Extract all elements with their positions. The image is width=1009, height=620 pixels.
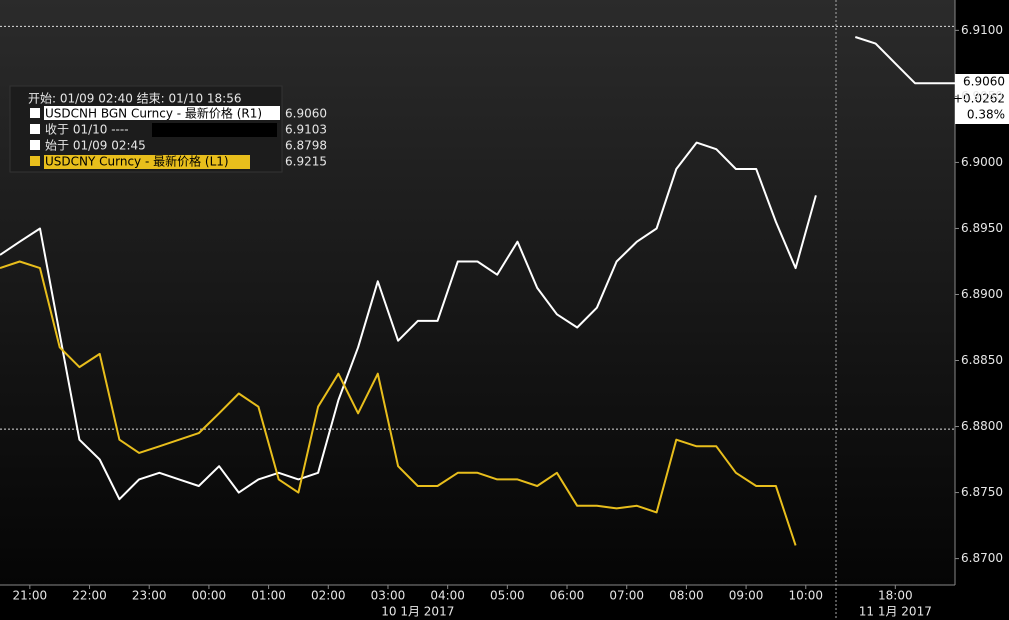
- legend-highlight: [44, 155, 250, 169]
- legend-mask: [152, 123, 277, 137]
- legend-stat-value: 6.9103: [285, 123, 327, 137]
- legend-swatch: [30, 108, 40, 118]
- series-line: [0, 36, 955, 501]
- x-tick-label: 22:00: [72, 589, 107, 603]
- legend-entry: USDCNH BGN Curncy - 最新价格 (R1): [45, 106, 262, 121]
- x-tick-label: 21:00: [13, 589, 48, 603]
- x-tick-label: 05:00: [490, 589, 525, 603]
- legend-entry: USDCNY Curncy - 最新价格 (L1): [45, 154, 229, 169]
- y-tick-label: 6.9000: [961, 155, 1003, 169]
- y-tick-label: 6.8800: [961, 419, 1003, 433]
- x-tick-label: 06:00: [550, 589, 585, 603]
- last-price: 6.9060: [963, 75, 1005, 89]
- y-tick-label: 6.8700: [961, 551, 1003, 565]
- last-box: [955, 74, 1009, 124]
- legend-stat-value: 6.8798: [285, 139, 327, 153]
- last-price-box: 6.9060 +0.0262 0.38%: [953, 74, 1009, 124]
- x-tick-label: 00:00: [192, 589, 227, 603]
- legend-swatch: [30, 140, 40, 150]
- x-tick-label: 23:00: [132, 589, 167, 603]
- y-tick-label: 6.9050: [961, 89, 1003, 103]
- legend-header: 开始: 01/09 02:40 结束: 01/10 18:56: [28, 92, 242, 106]
- change: +0.0262: [953, 92, 1005, 106]
- legend: 开始: 01/09 02:40 结束: 01/10 18:56 USDCNH B…: [9, 85, 327, 173]
- x-tick-label: 02:00: [311, 589, 346, 603]
- date-label: 11 1月 2017: [859, 605, 932, 619]
- date-label: 10 1月 2017: [381, 605, 454, 619]
- x-tick-label: 04:00: [430, 589, 465, 603]
- legend-value: 6.9060: [285, 107, 327, 121]
- y-tick-label: 6.8950: [961, 221, 1003, 235]
- y-tick-label: 6.8900: [961, 287, 1003, 301]
- legend-highlight: [44, 106, 280, 120]
- legend-value: 6.9215: [285, 155, 327, 169]
- legend-stat: 始于 01/09 02:45: [45, 139, 146, 153]
- legend-swatch: [30, 124, 40, 134]
- x-tick-label: 01:00: [251, 589, 286, 603]
- y-tick-label: 6.8850: [961, 353, 1003, 367]
- x-tick-label: 10:00: [788, 589, 823, 603]
- change-pct: 0.38%: [967, 108, 1005, 122]
- y-tick-label: 6.9100: [961, 23, 1003, 37]
- legend-stat: 收于 01/10 ----: [45, 123, 129, 137]
- x-tick-label: 09:00: [729, 589, 764, 603]
- x-tick-label: 07:00: [609, 589, 644, 603]
- x-tick-label: 03:00: [371, 589, 406, 603]
- series-line: [0, 260, 797, 546]
- x-tick-label: 08:00: [669, 589, 704, 603]
- y-tick-label: 6.8750: [961, 485, 1003, 499]
- legend-swatch: [30, 156, 40, 166]
- x-tick-label: 18:00: [878, 589, 913, 603]
